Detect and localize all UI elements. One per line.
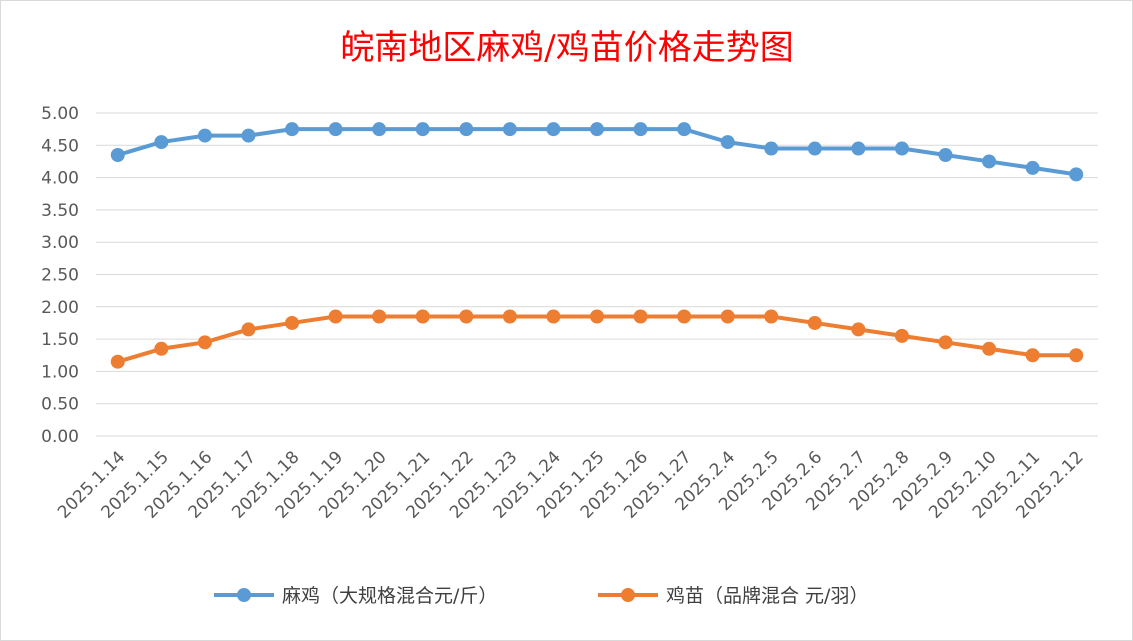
data-point [590, 309, 604, 324]
data-point [938, 335, 953, 350]
data-point [1069, 348, 1084, 363]
legend-label: 鸡苗（品牌混合 元/羽） [666, 585, 868, 607]
y-tick-label: 3.50 [41, 201, 79, 221]
data-point [720, 135, 735, 150]
data-point [285, 122, 300, 137]
data-point [459, 122, 474, 137]
data-point [154, 341, 169, 356]
legend-item-1: 鸡苗（品牌混合 元/羽） [598, 585, 868, 607]
data-point [1025, 160, 1040, 175]
data-point [328, 309, 343, 324]
data-point [197, 128, 212, 143]
legend: 麻鸡（大规格混合元/斤） 鸡苗（品牌混合 元/羽） [214, 585, 868, 607]
y-tick-label: 2.50 [41, 266, 79, 286]
y-tick-label: 4.00 [41, 169, 79, 189]
legend-point-marker [621, 588, 635, 602]
data-point [851, 141, 866, 156]
data-point [241, 128, 256, 143]
data-point [851, 322, 866, 337]
data-point [590, 122, 604, 137]
data-point [241, 322, 256, 337]
data-point [764, 141, 779, 156]
chart-title: 皖南地区麻鸡/鸡苗价格走势图 [340, 28, 793, 68]
y-tick-label: 4.50 [41, 136, 79, 156]
data-point [764, 309, 779, 324]
data-point [894, 141, 909, 156]
y-tick-label: 1.50 [41, 330, 79, 350]
data-point [938, 147, 953, 162]
data-point [633, 309, 648, 324]
y-tick-label: 3.00 [41, 233, 79, 253]
x-axis-ticks: 2025.1.142025.1.152025.1.162025.1.172025… [54, 447, 1088, 522]
data-point [328, 122, 343, 137]
y-tick-label: 2.00 [41, 298, 79, 318]
data-point [197, 335, 212, 350]
data-point [677, 309, 692, 324]
data-point [546, 122, 561, 137]
y-tick-label: 0.00 [41, 427, 79, 447]
y-axis-ticks: 0.00 0.50 1.00 1.50 2.00 2.50 3.00 3.50 4.00 4.50… [41, 104, 79, 447]
data-point [807, 315, 822, 330]
data-point [154, 135, 169, 150]
data-point [502, 122, 517, 137]
data-point [502, 309, 517, 324]
legend-point-marker [237, 588, 251, 602]
data-point [110, 147, 125, 162]
data-point [982, 154, 997, 169]
data-point [372, 309, 387, 324]
data-point [894, 328, 909, 343]
data-point [807, 141, 822, 156]
y-tick-label: 0.50 [41, 395, 79, 415]
gridlines [96, 112, 1098, 437]
legend-item-0: 麻鸡（大规格混合元/斤） [214, 585, 497, 607]
legend-label: 麻鸡（大规格混合元/斤） [282, 585, 497, 607]
data-point [982, 341, 997, 356]
series-1 [110, 309, 1084, 369]
data-point [415, 309, 430, 324]
y-tick-label: 5.00 [41, 104, 79, 124]
data-point [285, 315, 300, 330]
data-point [415, 122, 430, 137]
series-lines [110, 122, 1084, 369]
data-point [1069, 167, 1084, 182]
data-point [546, 309, 561, 324]
data-point [110, 354, 125, 369]
series-0 [110, 122, 1084, 182]
data-point [720, 309, 735, 324]
y-tick-label: 1.00 [41, 362, 79, 382]
data-point [633, 122, 648, 137]
data-point [459, 309, 474, 324]
data-point [677, 122, 692, 137]
data-point [1025, 348, 1040, 363]
data-point [372, 122, 387, 137]
